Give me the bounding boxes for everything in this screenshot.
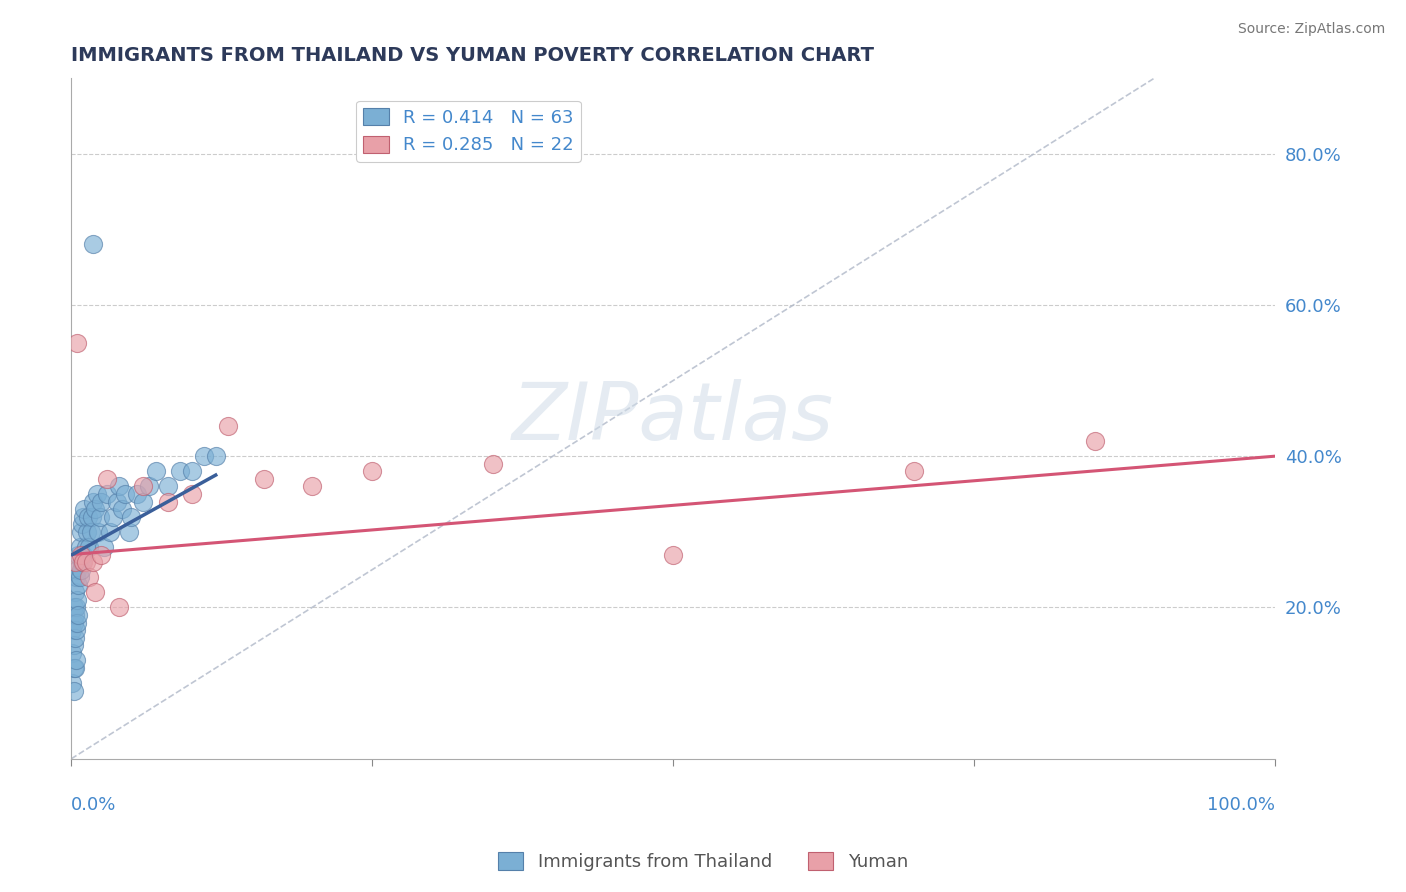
Point bbox=[62, 600, 84, 615]
Point bbox=[120, 509, 142, 524]
Point bbox=[62, 676, 84, 690]
Point bbox=[62, 646, 84, 660]
Point bbox=[204, 449, 226, 463]
Point bbox=[96, 487, 118, 501]
Point bbox=[67, 578, 90, 592]
Point bbox=[82, 237, 104, 252]
Point bbox=[105, 494, 128, 508]
Point bbox=[77, 509, 100, 524]
Legend: Immigrants from Thailand, Yuman: Immigrants from Thailand, Yuman bbox=[491, 846, 915, 879]
Point bbox=[90, 548, 112, 562]
Point bbox=[253, 472, 276, 486]
Point bbox=[69, 570, 91, 584]
Point bbox=[62, 638, 84, 652]
Point bbox=[73, 502, 96, 516]
Point bbox=[72, 509, 94, 524]
Point bbox=[80, 509, 103, 524]
Text: Source: ZipAtlas.com: Source: ZipAtlas.com bbox=[1237, 22, 1385, 37]
Point bbox=[63, 661, 86, 675]
Text: IMMIGRANTS FROM THAILAND VS YUMAN POVERTY CORRELATION CHART: IMMIGRANTS FROM THAILAND VS YUMAN POVERT… bbox=[72, 46, 875, 65]
Point bbox=[86, 487, 108, 501]
Point bbox=[1084, 434, 1107, 448]
Point bbox=[66, 563, 89, 577]
Point bbox=[103, 509, 125, 524]
Point bbox=[145, 464, 167, 478]
Point bbox=[82, 555, 104, 569]
Point bbox=[127, 487, 149, 501]
Point bbox=[90, 494, 112, 508]
Point bbox=[169, 464, 191, 478]
Point bbox=[108, 479, 131, 493]
Point bbox=[89, 509, 111, 524]
Text: 0.0%: 0.0% bbox=[72, 797, 117, 814]
Point bbox=[132, 479, 155, 493]
Point bbox=[67, 608, 90, 623]
Point bbox=[76, 524, 98, 539]
Point bbox=[65, 570, 87, 584]
Point bbox=[62, 623, 84, 637]
Point bbox=[65, 600, 87, 615]
Point bbox=[72, 555, 94, 569]
Point bbox=[70, 517, 93, 532]
Point bbox=[118, 524, 141, 539]
Text: ZIPatlas: ZIPatlas bbox=[512, 379, 834, 458]
Point bbox=[62, 661, 84, 675]
Point bbox=[93, 540, 115, 554]
Point bbox=[62, 615, 84, 630]
Point bbox=[65, 623, 87, 637]
Point bbox=[98, 524, 121, 539]
Point bbox=[67, 548, 90, 562]
Point bbox=[361, 464, 384, 478]
Point bbox=[70, 524, 93, 539]
Point bbox=[75, 555, 97, 569]
Point bbox=[180, 487, 202, 501]
Point bbox=[65, 653, 87, 667]
Point bbox=[180, 464, 202, 478]
Point bbox=[132, 494, 155, 508]
Point bbox=[84, 502, 107, 516]
Point bbox=[70, 563, 93, 577]
Point bbox=[481, 457, 503, 471]
Point bbox=[63, 555, 86, 569]
Point bbox=[87, 524, 110, 539]
Point bbox=[66, 593, 89, 607]
Text: 100.0%: 100.0% bbox=[1208, 797, 1275, 814]
Legend: R = 0.414   N = 63, R = 0.285   N = 22: R = 0.414 N = 63, R = 0.285 N = 22 bbox=[356, 101, 581, 161]
Point bbox=[69, 540, 91, 554]
Point bbox=[63, 585, 86, 599]
Point bbox=[63, 608, 86, 623]
Point bbox=[79, 540, 101, 554]
Point bbox=[193, 449, 215, 463]
Point bbox=[70, 548, 93, 562]
Point bbox=[138, 479, 160, 493]
Point bbox=[96, 472, 118, 486]
Point bbox=[903, 464, 925, 478]
Point bbox=[156, 479, 179, 493]
Point bbox=[84, 585, 107, 599]
Point bbox=[79, 524, 101, 539]
Point bbox=[66, 615, 89, 630]
Point bbox=[70, 555, 93, 569]
Point bbox=[111, 502, 134, 516]
Point bbox=[217, 418, 239, 433]
Point bbox=[301, 479, 323, 493]
Point bbox=[79, 570, 101, 584]
Point bbox=[62, 683, 84, 698]
Point bbox=[72, 548, 94, 562]
Point bbox=[108, 600, 131, 615]
Point bbox=[156, 494, 179, 508]
Point bbox=[114, 487, 136, 501]
Point bbox=[75, 540, 97, 554]
Point bbox=[82, 494, 104, 508]
Point bbox=[66, 335, 89, 350]
Point bbox=[63, 631, 86, 645]
Point bbox=[662, 548, 685, 562]
